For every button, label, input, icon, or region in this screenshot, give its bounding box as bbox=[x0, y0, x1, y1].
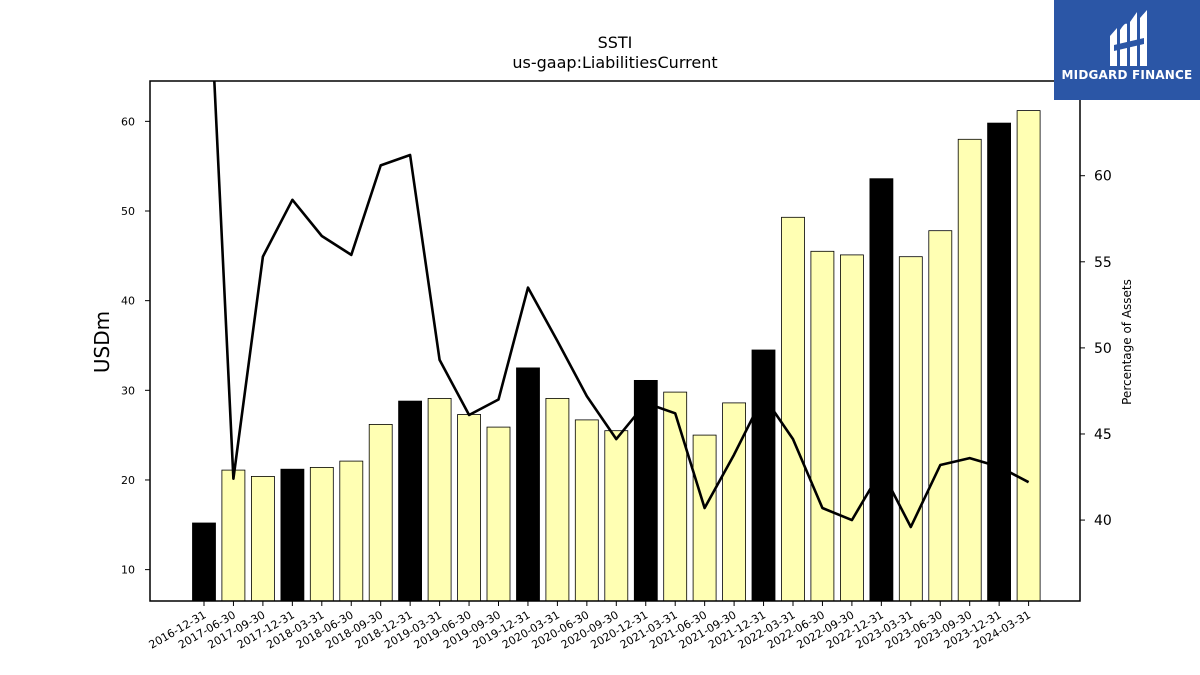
bar-2017-06-30 bbox=[221, 469, 246, 602]
left-axis-ticks: 10 20 30 40 50 60 bbox=[121, 115, 150, 577]
bar-2018-09-30 bbox=[368, 423, 393, 602]
y2-tick-label: 40 bbox=[1094, 513, 1112, 529]
bar-2023-09-30 bbox=[957, 138, 982, 602]
bar-2020-06-30 bbox=[574, 419, 599, 602]
bar-2021-09-30 bbox=[722, 402, 746, 602]
bar-2019-09-30 bbox=[486, 426, 511, 602]
y-tick-label: 60 bbox=[121, 115, 135, 128]
y2-tick-label: 45 bbox=[1094, 427, 1112, 443]
bar-2022-09-30 bbox=[840, 254, 864, 602]
x-axis-ticks: 2016-12-312017-06-302017-09-302017-12-31… bbox=[147, 601, 1033, 652]
bar-2020-09-30 bbox=[604, 430, 629, 602]
bar-2022-06-30 bbox=[810, 250, 835, 602]
y2-tick-label: 60 bbox=[1094, 169, 1112, 185]
bar-2023-06-30 bbox=[928, 230, 953, 602]
bar-2019-06-30 bbox=[457, 414, 482, 602]
bar-2020-03-31 bbox=[545, 397, 570, 602]
y-tick-label: 40 bbox=[121, 295, 135, 308]
plot-frame bbox=[149, 80, 1081, 602]
bar-2023-03-31 bbox=[898, 256, 923, 602]
bar-2019-03-31 bbox=[427, 397, 452, 602]
bar-2016-12-31 bbox=[192, 522, 216, 602]
bar-2018-12-31 bbox=[398, 400, 423, 602]
chart-title: SSTI bbox=[598, 33, 633, 52]
brand-logo: MIDGARD FINANCE bbox=[1054, 0, 1200, 100]
bar-2018-06-30 bbox=[339, 460, 364, 602]
bar-2021-06-30 bbox=[692, 434, 717, 602]
right-axis-ticks: 40 45 50 55 60 bbox=[1080, 169, 1112, 529]
y-tick-label: 30 bbox=[121, 384, 135, 397]
bar-2022-03-31 bbox=[781, 216, 805, 602]
percentage-line bbox=[213, 81, 1030, 529]
bar-2023-12-31 bbox=[987, 122, 1011, 602]
bar-2019-12-31 bbox=[516, 367, 540, 602]
bar-2021-03-31 bbox=[663, 391, 688, 602]
y-tick-label: 50 bbox=[121, 205, 135, 218]
bar-2022-12-31 bbox=[869, 178, 894, 602]
y-axis-label: USDm bbox=[90, 311, 114, 373]
bar-2017-12-31 bbox=[280, 468, 305, 602]
bars-group bbox=[192, 110, 1041, 602]
line-group bbox=[213, 81, 1030, 529]
bar-2018-03-31 bbox=[309, 466, 334, 602]
y2-axis-label: Percentage of Assets bbox=[1120, 279, 1134, 405]
bar-2017-09-30 bbox=[250, 475, 275, 602]
y2-tick-label: 55 bbox=[1094, 255, 1112, 271]
y-tick-label: 20 bbox=[121, 474, 135, 487]
bar-2024-03-31 bbox=[1016, 110, 1041, 602]
logo-mark-icon bbox=[1110, 10, 1147, 67]
y-tick-label: 10 bbox=[121, 564, 135, 577]
y2-tick-label: 50 bbox=[1094, 341, 1112, 357]
chart-subtitle: us-gaap:LiabilitiesCurrent bbox=[512, 53, 717, 72]
bar-2021-12-31 bbox=[751, 349, 776, 602]
logo-text: MIDGARD FINANCE bbox=[1061, 68, 1193, 82]
